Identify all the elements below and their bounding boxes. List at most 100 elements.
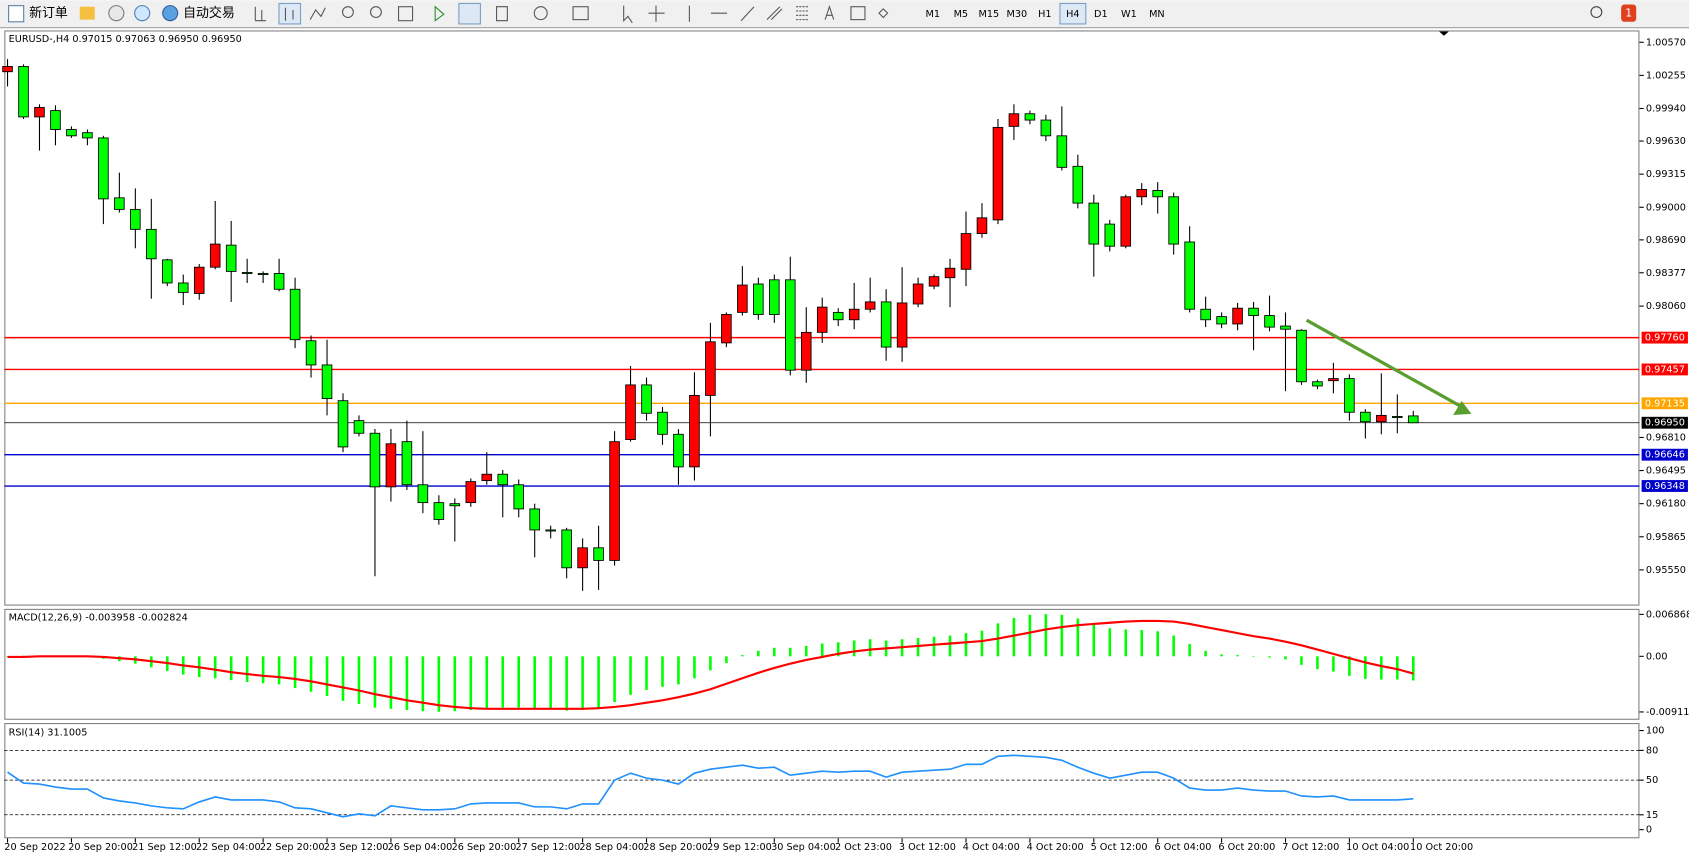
- timeframe-button[interactable]: M1: [926, 9, 941, 20]
- label-icon[interactable]: [850, 6, 866, 21]
- arrows-icon[interactable]: [878, 8, 889, 19]
- macd-bar: [836, 642, 840, 657]
- macd-bar: [1028, 614, 1032, 657]
- timeframe-button[interactable]: W1: [1121, 9, 1137, 20]
- candle-body: [593, 547, 604, 561]
- macd-bar: [309, 656, 313, 692]
- candle-body: [529, 508, 540, 531]
- shift-icon[interactable]: [458, 2, 481, 25]
- toolbar-icon[interactable]: [108, 5, 125, 22]
- bar-chart-icon[interactable]: [254, 6, 267, 22]
- x-tick-label: 22 Sep 20:00: [260, 842, 325, 853]
- candle-body: [721, 314, 732, 344]
- macd-bar: [597, 656, 600, 709]
- rsi-panel: [4, 723, 1640, 839]
- periods-icon[interactable]: [533, 6, 548, 21]
- text-icon[interactable]: [824, 5, 835, 20]
- macd-bar: [1220, 654, 1223, 657]
- rsi-label: RSI(14) 31.1005: [9, 728, 88, 739]
- autoscroll-icon[interactable]: [434, 5, 445, 22]
- candle-body: [912, 283, 924, 305]
- timeframe-button[interactable]: D1: [1094, 9, 1108, 20]
- plot: 1.00570 1.00255 0.99940 0.99630 0.99315 0.990…: [2, 37, 1689, 853]
- macd-bar: [1108, 628, 1112, 657]
- notification-badge[interactable]: [1621, 4, 1637, 22]
- macd-bar: [549, 656, 552, 710]
- level-line-label: 0.97457: [1645, 364, 1685, 375]
- candle-body: [641, 384, 652, 414]
- zoom-out-icon[interactable]: [370, 6, 382, 19]
- macd-bar: [996, 623, 1000, 657]
- x-tick-label: 30 Sep 04:00: [771, 842, 836, 853]
- candle-body: [1408, 415, 1419, 424]
- x-tick-label: 4 Oct 20:00: [1027, 842, 1084, 853]
- candle-body: [1344, 378, 1355, 413]
- candle-body: [737, 284, 748, 313]
- candle-body: [513, 484, 524, 510]
- macd-bar: [1268, 656, 1271, 658]
- rsi-tick-label: 50: [1646, 775, 1658, 786]
- tile-icon[interactable]: [398, 6, 414, 22]
- candle-body: [816, 306, 828, 333]
- new-order-button[interactable]: 新订单: [29, 5, 68, 21]
- candle-body: [337, 400, 349, 448]
- level-line-tag: [1641, 448, 1688, 461]
- crosshair-icon[interactable]: [648, 5, 665, 22]
- timeframe-button[interactable]: H4: [1066, 9, 1079, 20]
- line-chart-icon[interactable]: [309, 7, 326, 20]
- x-tick-label: 21 Sep 12:00: [132, 842, 197, 853]
- toolbar-icon[interactable]: [134, 5, 151, 22]
- search-icon[interactable]: [1590, 6, 1603, 19]
- auto-trading-icon[interactable]: [162, 5, 179, 22]
- cursor-icon[interactable]: [623, 5, 633, 24]
- macd-bar: [373, 656, 377, 708]
- timeframe-selected: [1059, 2, 1087, 25]
- templates-icon[interactable]: [572, 6, 589, 21]
- toolbar-icon[interactable]: [79, 6, 95, 20]
- level-line-tag: [1641, 480, 1688, 492]
- new-order-icon[interactable]: [8, 5, 25, 23]
- candle-body: [1328, 378, 1339, 382]
- candle-body: [785, 279, 796, 371]
- candle-body: [832, 311, 844, 321]
- candle-body: [1360, 411, 1371, 423]
- indicators-icon[interactable]: [496, 6, 508, 22]
- fibo-icon[interactable]: [796, 6, 809, 21]
- candle-body: [241, 272, 253, 274]
- x-tick-label: 10 Oct 20:00: [1410, 842, 1473, 853]
- x-tick-label: 5 Oct 12:00: [1091, 842, 1148, 853]
- y-tick-label: 0.98377: [1646, 268, 1686, 279]
- candle-body: [625, 384, 636, 440]
- notification-count[interactable]: 1: [1625, 7, 1632, 20]
- candle-body: [896, 302, 908, 348]
- timeframe-button[interactable]: MN: [1149, 9, 1165, 20]
- y-tick-label: 0.99315: [1646, 169, 1686, 180]
- timeframe-button[interactable]: H1: [1038, 9, 1051, 20]
- macd-bar: [245, 656, 249, 682]
- trendline-icon[interactable]: [740, 6, 755, 22]
- current-price-line-label: 0.96950: [1645, 418, 1685, 429]
- channel-icon[interactable]: [766, 6, 783, 21]
- auto-trading-button[interactable]: 自动交易: [183, 5, 235, 21]
- candle-body: [800, 331, 812, 371]
- zoom-in-icon[interactable]: [342, 6, 354, 19]
- candle-body: [417, 484, 429, 504]
- timeframe-button[interactable]: M30: [1007, 9, 1028, 20]
- candle-chart-icon[interactable]: [278, 2, 302, 25]
- x-tick-label: 6 Oct 20:00: [1218, 842, 1275, 853]
- level-line-label: 0.96348: [1645, 481, 1685, 492]
- candle-body: [960, 233, 972, 270]
- y-tick-label: 0.98060: [1646, 301, 1686, 312]
- timeframe-button[interactable]: M15: [978, 9, 999, 20]
- timeframe-button[interactable]: M5: [954, 9, 969, 20]
- macd-bar: [980, 630, 984, 657]
- macd-bar: [757, 650, 760, 657]
- candle-body: [1136, 188, 1148, 198]
- candle-body: [928, 276, 940, 287]
- level-line-label: 0.96646: [1645, 450, 1685, 461]
- candle-body: [1104, 223, 1116, 247]
- x-tick-label: 27 Sep 12:00: [515, 842, 580, 853]
- macd-bar: [1300, 656, 1303, 665]
- level-line-label: 0.97135: [1645, 398, 1685, 409]
